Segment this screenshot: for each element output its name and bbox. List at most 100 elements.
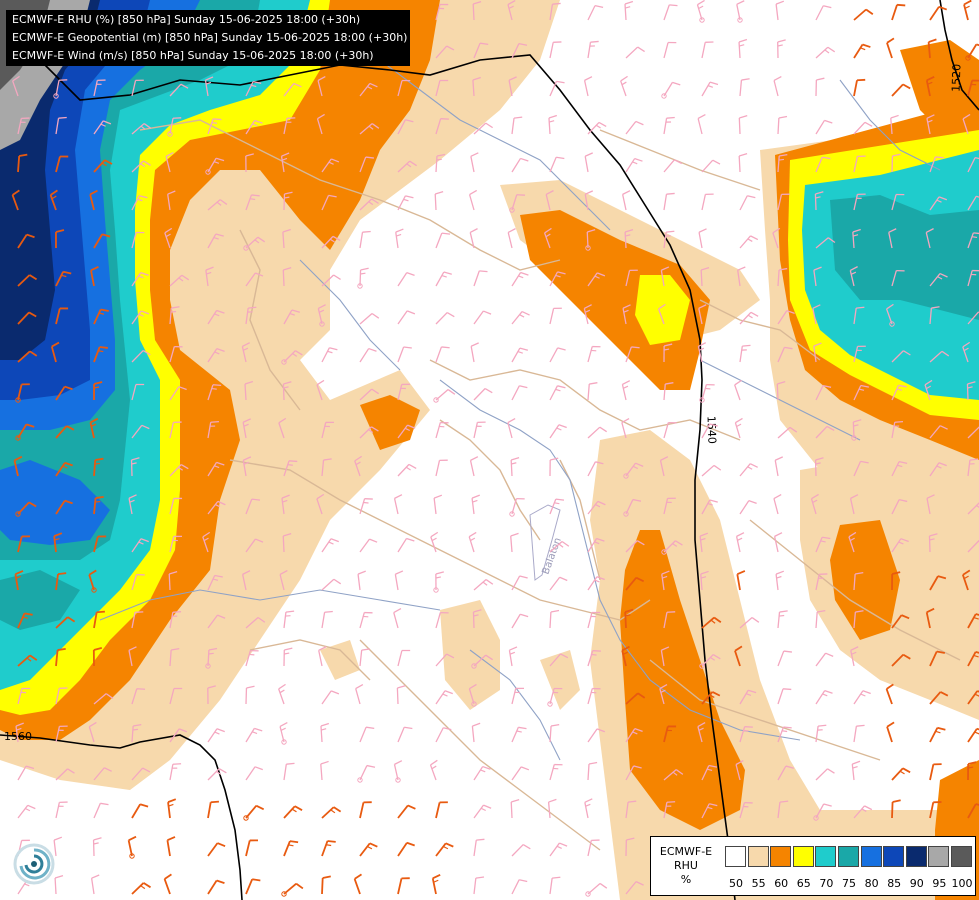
wind-barb — [810, 493, 819, 515]
wind-barb — [739, 344, 751, 363]
wind-barb — [17, 153, 28, 173]
wind-barb — [663, 116, 675, 135]
wind-barb — [433, 389, 456, 403]
wind-barb — [698, 304, 707, 325]
wind-barb — [131, 271, 149, 287]
wind-barb — [93, 535, 107, 553]
wind-barb — [701, 41, 714, 59]
wind-barb — [777, 310, 795, 325]
wind-barb — [207, 728, 225, 743]
wind-barb — [661, 540, 683, 555]
wind-barb — [851, 760, 861, 781]
wind-barb — [321, 158, 340, 173]
wind-barb — [663, 343, 673, 363]
wind-barb — [280, 152, 290, 173]
wind-barb — [697, 114, 706, 135]
wind-barb — [317, 304, 326, 327]
legend-swatch-60 — [770, 846, 792, 867]
wind-barb — [929, 5, 948, 21]
wind-barb — [397, 383, 410, 401]
wind-barb — [17, 535, 31, 553]
ecmwf-logo-icon — [13, 843, 55, 885]
wind-barb — [509, 497, 525, 517]
legend-title-unit: % — [680, 873, 692, 886]
legend-title-model: ECMWF-E — [659, 845, 713, 858]
wind-barb — [815, 689, 833, 705]
wind-barb — [15, 383, 30, 403]
wind-barb — [511, 157, 529, 173]
wind-barb — [507, 0, 516, 21]
wind-barb — [207, 348, 225, 363]
map-header: ECMWF-E RHU (%) [850 hPa] Sunday 15-06-2… — [6, 10, 410, 66]
wind-barb — [55, 572, 67, 591]
wind-barb — [700, 570, 709, 591]
wind-barb — [967, 269, 979, 287]
wind-barb — [12, 75, 20, 97]
wind-barb — [696, 0, 705, 23]
wind-barb — [775, 0, 785, 21]
wind-barb — [92, 647, 103, 667]
wind-barb — [587, 121, 607, 135]
wind-barb — [701, 423, 718, 439]
wind-barb — [853, 78, 866, 97]
wind-barb — [169, 763, 182, 781]
wind-barb — [509, 194, 526, 213]
wind-barb — [93, 159, 113, 173]
wind-barb — [853, 193, 866, 211]
wind-barb — [131, 350, 151, 363]
wind-barb — [739, 500, 757, 515]
wind-barb — [549, 876, 561, 895]
wind-barb — [169, 345, 183, 363]
wind-barb — [359, 726, 375, 743]
wind-barb — [245, 839, 259, 857]
legend-label-65: 65 — [796, 877, 811, 890]
wind-barb — [93, 346, 108, 363]
wind-barb — [471, 494, 480, 515]
contour-label-1520: 1520 — [950, 64, 964, 92]
wind-barb — [169, 647, 180, 667]
wind-barb — [891, 538, 909, 553]
wind-barb — [739, 78, 750, 97]
wind-barb — [245, 81, 262, 97]
wind-barb — [777, 267, 788, 287]
wind-barb — [283, 460, 298, 477]
wind-barb — [549, 156, 565, 173]
wind-barb — [397, 537, 415, 553]
wind-barb — [663, 41, 677, 59]
wind-barb — [508, 76, 517, 97]
wind-barb — [245, 153, 254, 173]
wind-barb — [17, 274, 38, 287]
wind-barb — [55, 647, 66, 667]
wind-barb — [473, 387, 493, 401]
wind-barb — [397, 79, 411, 97]
wind-barb — [701, 803, 718, 819]
wind-barb — [625, 765, 642, 781]
legend-label-100: 100 — [951, 877, 973, 890]
wind-barb — [357, 570, 366, 591]
wind-barb — [359, 426, 379, 439]
wind-barb — [929, 350, 950, 363]
wind-barb — [657, 303, 666, 325]
wind-barb — [813, 803, 832, 821]
wind-barb — [55, 768, 75, 781]
wind-barb — [434, 191, 444, 211]
wind-barb — [397, 195, 414, 211]
wind-barb — [131, 688, 146, 705]
wind-barb — [587, 272, 606, 287]
wind-barb — [88, 569, 97, 593]
wind-barb — [886, 37, 895, 59]
wind-barb — [433, 571, 444, 593]
wind-barb — [925, 607, 935, 629]
wind-barb — [815, 156, 831, 173]
wind-barb — [510, 532, 519, 553]
wind-barb — [508, 646, 518, 667]
wind-barb — [929, 462, 947, 477]
wind-barb — [15, 423, 35, 441]
wind-barb — [90, 874, 100, 895]
wind-barb — [853, 724, 865, 743]
wind-barb — [472, 609, 482, 629]
wind-barb — [697, 721, 706, 743]
wind-barb — [321, 840, 336, 857]
wind-barb — [131, 767, 151, 781]
